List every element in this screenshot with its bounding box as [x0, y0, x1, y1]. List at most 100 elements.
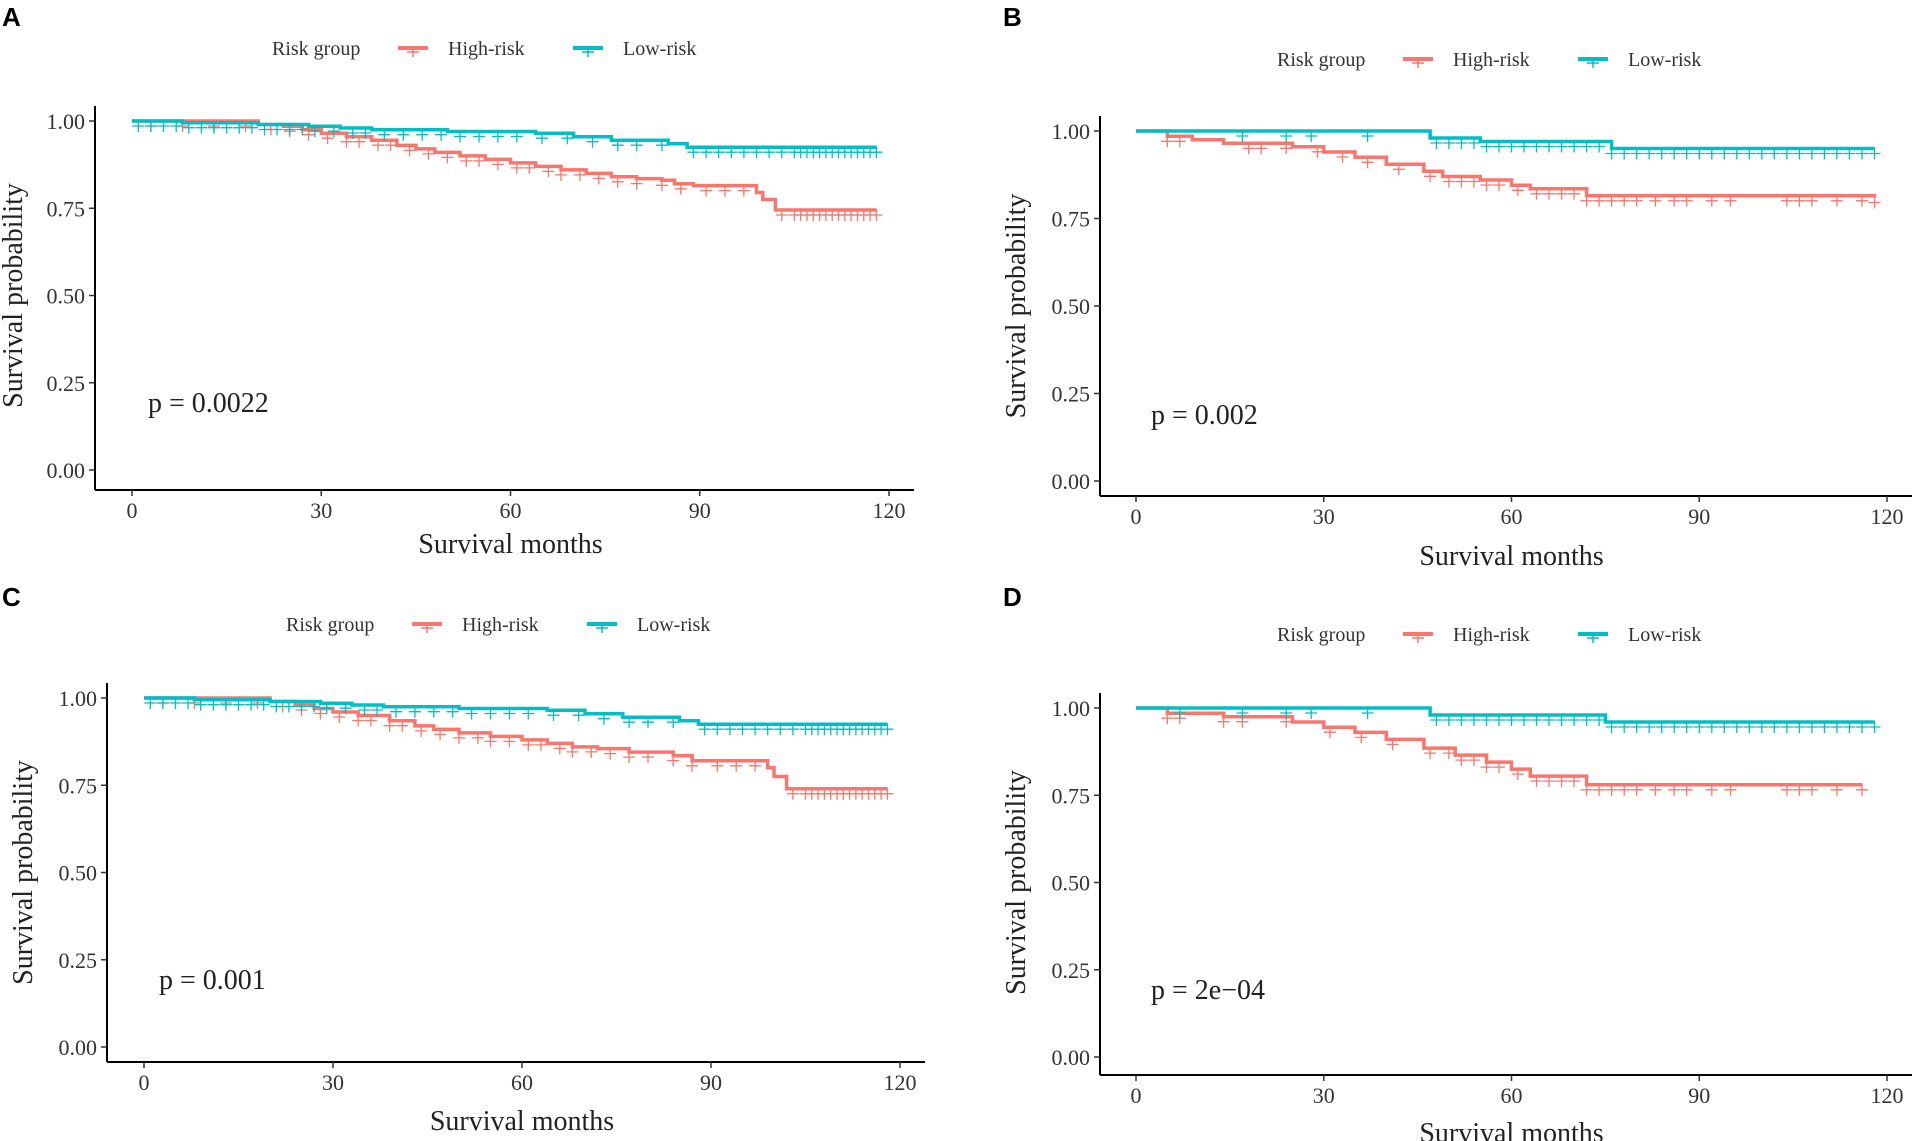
censor-mark [1543, 714, 1555, 726]
censor-mark [687, 146, 700, 159]
x-tick-label: 120 [1871, 1083, 1904, 1108]
censor-mark [434, 728, 447, 741]
censor-mark [623, 751, 636, 764]
censor-mark [1468, 754, 1480, 767]
censor-mark [1649, 783, 1662, 796]
censor-mark [1755, 147, 1768, 160]
censor-mark [219, 698, 232, 711]
censor-mark [170, 120, 183, 132]
censor-mark [1493, 140, 1505, 153]
y-tick-label: 0.25 [1052, 958, 1091, 983]
censor-mark [534, 738, 547, 751]
legend-key-censor-mark [407, 47, 419, 57]
censor-mark [725, 146, 738, 159]
censor-mark [245, 698, 258, 711]
legend-key-censor-mark [421, 623, 433, 633]
censor-mark [1280, 142, 1293, 155]
censor-mark [761, 723, 774, 736]
legend-label-high-risk: High-risk [462, 614, 539, 636]
censor-mark [1580, 140, 1593, 153]
censor-mark [1493, 761, 1505, 774]
censor-mark [416, 128, 429, 141]
censor-mark [1324, 726, 1336, 739]
censor-mark [1430, 137, 1443, 149]
censor-mark [1424, 747, 1437, 760]
x-axis-title: Survival months [418, 529, 602, 560]
censor-mark [454, 130, 466, 143]
censor-mark [1856, 783, 1868, 796]
censor-mark [1705, 194, 1718, 207]
censor-mark [1724, 783, 1737, 796]
x-tick-label: 90 [700, 1070, 722, 1095]
legend-label-low-risk: Low-risk [637, 614, 710, 636]
censor-mark [1868, 721, 1881, 733]
censor-mark [1355, 731, 1368, 744]
censor-mark [1442, 137, 1455, 149]
censor-mark [763, 146, 776, 159]
censor-mark [359, 127, 372, 139]
censor-mark [144, 697, 157, 709]
censor-mark [1843, 147, 1856, 160]
censor-mark [327, 125, 340, 138]
legend-key-censor-mark [1412, 633, 1424, 643]
censor-mark [1468, 137, 1480, 149]
censor-mark [1305, 707, 1318, 719]
censor-mark [340, 135, 353, 148]
censor-mark [686, 759, 699, 772]
censor-mark [750, 146, 763, 159]
censor-mark [561, 132, 574, 145]
survival-curve-low-risk [132, 119, 877, 149]
censor-mark [786, 723, 799, 736]
censor-mark [435, 128, 448, 141]
censor-mark [1236, 130, 1249, 142]
censor-mark [415, 724, 428, 737]
censor-mark [1568, 714, 1581, 726]
x-tick-label: 0 [127, 498, 138, 523]
censor-mark [1780, 194, 1793, 207]
censor-mark [510, 161, 523, 174]
x-axis-title: Survival months [1419, 541, 1603, 572]
censor-mark [484, 735, 497, 748]
survival-curve-low-risk [144, 696, 888, 726]
censor-mark [1505, 714, 1518, 726]
censor-mark [460, 154, 473, 167]
y-tick-label: 0.00 [47, 458, 86, 483]
y-tick-label: 0.25 [47, 371, 86, 396]
survival-curve-high-risk [144, 696, 888, 791]
censor-mark [1555, 140, 1568, 153]
censor-mark [1593, 140, 1606, 153]
censor-mark [700, 184, 713, 197]
censor-mark [1543, 187, 1555, 200]
censor-mark [403, 144, 416, 157]
censor-mark [1493, 714, 1505, 726]
censor-mark [1630, 783, 1643, 796]
censor-mark [1618, 147, 1631, 160]
censor-mark [1793, 721, 1806, 733]
panel-letter: B [1003, 2, 1022, 32]
legend: Risk group High-risk Low-risk [1277, 624, 1701, 646]
censor-mark [1555, 187, 1568, 200]
x-tick-label: 0 [1131, 504, 1142, 529]
censor-mark [786, 787, 799, 800]
censor-mark [1718, 147, 1731, 160]
legend-key-censor-mark [1587, 633, 1599, 643]
panel-a: A Risk group High-risk Low-risk 0.00 0.25 0.50… [0, 2, 914, 560]
censor-mark [182, 121, 195, 134]
censor-mark [1480, 140, 1493, 153]
legend-title: Risk group [1277, 624, 1365, 646]
legend-label-low-risk: Low-risk [1628, 624, 1701, 646]
censor-mark [471, 731, 484, 744]
censor-mark [1693, 147, 1706, 160]
censor-mark [314, 707, 327, 720]
censor-mark [1305, 130, 1318, 142]
censor-mark [1173, 707, 1186, 719]
censor-mark [737, 184, 750, 197]
censor-mark [1361, 156, 1374, 169]
censor-mark [1511, 184, 1524, 197]
censor-mark [1818, 721, 1831, 733]
censor-mark [1530, 775, 1543, 788]
censor-mark [1793, 194, 1806, 207]
censor-mark [397, 128, 410, 141]
survival-curve-low-risk [1136, 706, 1875, 724]
censor-mark [1643, 147, 1656, 160]
